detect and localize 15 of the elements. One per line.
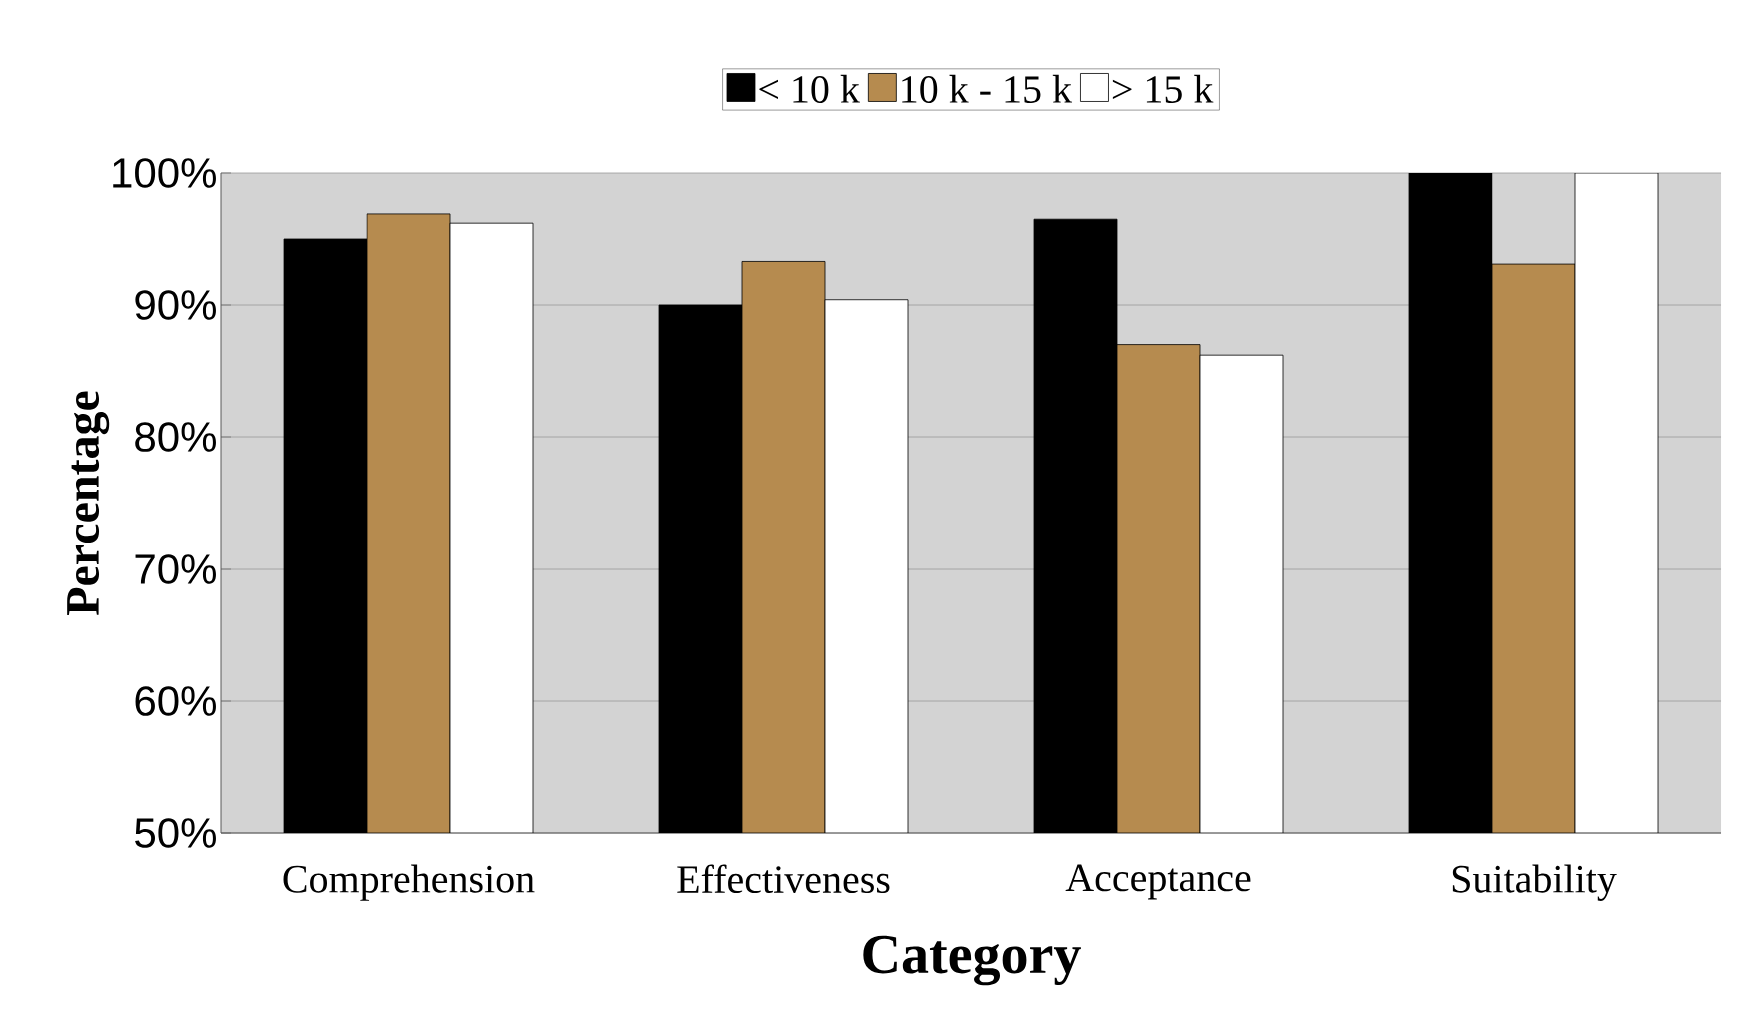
y-tick-label: 90% <box>135 290 216 320</box>
x-tick-label: Effectiveness <box>677 864 890 894</box>
x-axis-title: Category <box>863 935 1081 986</box>
legend-label: < 10 k <box>759 74 860 103</box>
y-tick-label: 70% <box>135 554 216 584</box>
y-tick-label: 80% <box>135 422 216 452</box>
y-tick-label: 100% <box>113 158 216 188</box>
x-tick-label: Acceptance <box>1065 864 1251 900</box>
x-tick-label: Suitability <box>1452 864 1617 901</box>
x-tick-label: Comprehension <box>283 864 535 901</box>
legend-label: > 15 k <box>1112 74 1214 103</box>
y-tick-label: 60% <box>135 686 216 716</box>
y-tick-label: 50% <box>135 818 216 848</box>
y-axis-title: Percentage <box>67 391 110 616</box>
legend-label: 10 k - 15 k <box>902 74 1073 103</box>
